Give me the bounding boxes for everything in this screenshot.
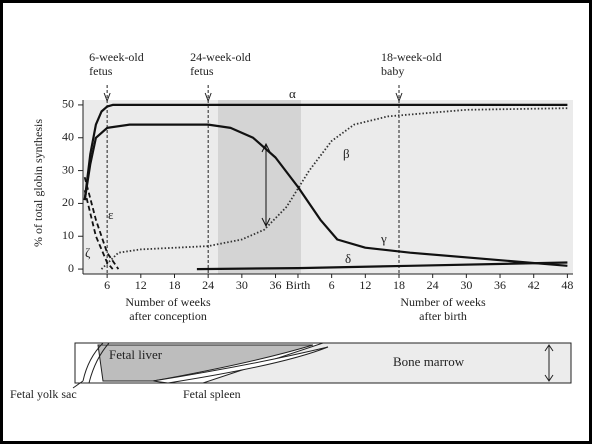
series-label: ε [108, 207, 114, 222]
plot-background [83, 100, 573, 274]
x-tick-label: 48 [561, 278, 573, 292]
x-tick-label: 6 [329, 278, 335, 292]
marker-label: 18-week-old [381, 50, 442, 64]
page: % of total globin synthesis Number of we… [0, 0, 592, 444]
x-axis-label: after conception [129, 309, 207, 323]
x-tick-label: 12 [359, 278, 371, 292]
organ-label: Bone marrow [393, 354, 465, 369]
organ-label: Fetal liver [109, 347, 163, 362]
x-tick-label: 30 [460, 278, 472, 292]
chart: % of total globin synthesis Number of we… [3, 3, 589, 441]
series-label: β [343, 146, 350, 161]
x-axis-label: after birth [419, 309, 467, 323]
organ-label: Fetal yolk sac [10, 387, 77, 401]
x-tick-label: Birth [286, 278, 311, 292]
marker-label: fetus [89, 64, 113, 78]
marker-label: fetus [190, 64, 214, 78]
x-axis-label: Number of weeks [125, 295, 211, 309]
series-label: ζ [85, 245, 91, 260]
series-label: α [289, 86, 296, 101]
marker-label: 24-week-old [190, 50, 251, 64]
x-tick-label: 12 [135, 278, 147, 292]
y-tick-label: 20 [62, 195, 74, 209]
y-tick-label: 10 [62, 228, 74, 242]
x-tick-label: 36 [270, 278, 282, 292]
marker-label: baby [381, 64, 404, 78]
series-label: γ [380, 231, 387, 246]
x-axis-label: Number of weeks [400, 295, 486, 309]
y-tick-label: 30 [62, 162, 74, 176]
x-tick-label: 24 [202, 278, 214, 292]
x-tick-label: 18 [168, 278, 180, 292]
x-tick-label: 6 [104, 278, 110, 292]
x-tick-label: 18 [393, 278, 405, 292]
x-tick-label: 36 [494, 278, 506, 292]
y-tick-label: 0 [68, 261, 74, 275]
organ-label: Fetal spleen [183, 387, 241, 401]
organ-diagram: Fetal liver Bone marrow Fetal yolk sac F… [10, 343, 571, 401]
x-tick-label: 30 [236, 278, 248, 292]
marker-label: 6-week-old [89, 50, 144, 64]
y-axis-label: % of total globin synthesis [31, 119, 45, 247]
transition-band [218, 100, 301, 274]
x-tick-label: 42 [528, 278, 540, 292]
y-tick-label: 40 [62, 130, 74, 144]
series-label: δ [345, 251, 351, 266]
y-tick-label: 50 [62, 97, 74, 111]
x-tick-label: 24 [427, 278, 439, 292]
